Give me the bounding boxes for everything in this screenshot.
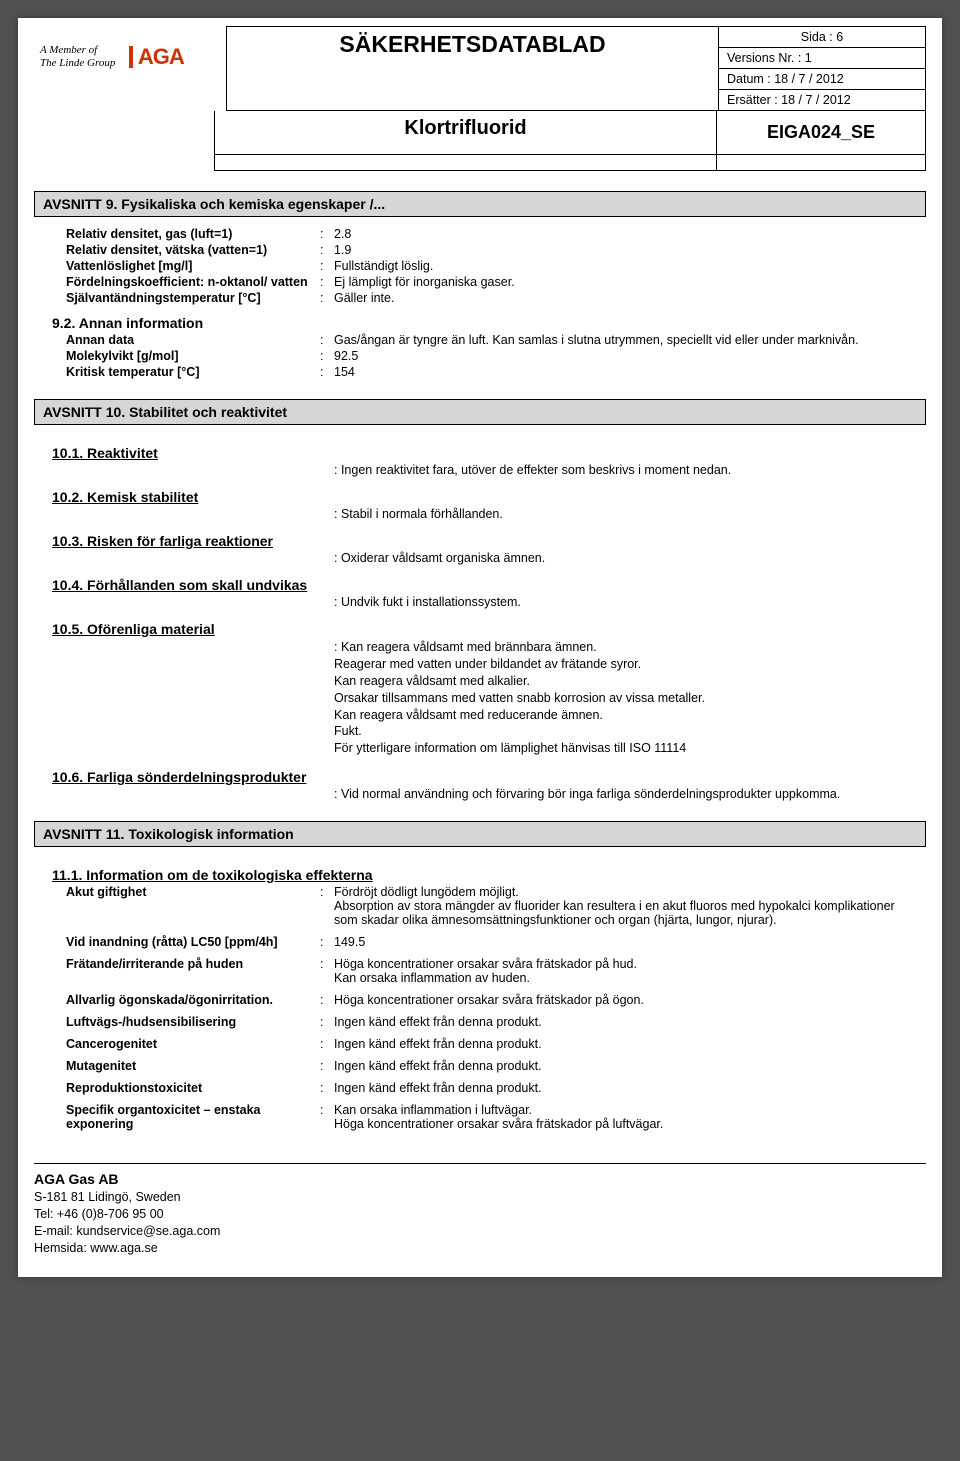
subsection-10-1: 10.1. Reaktivitet	[52, 445, 902, 461]
prop-row: Fördelningskoefficient: n-oktanol/ vatte…	[66, 275, 902, 289]
tox-row: Cancerogenitet:Ingen känd effekt från de…	[66, 1037, 902, 1051]
page-number: Sida : 6	[718, 26, 926, 48]
prop-row: Molekylvikt [g/mol]:92.5	[66, 349, 902, 363]
logo-block: A Member of The Linde Group AGA	[34, 26, 226, 111]
subsection-10-5: 10.5. Oförenliga material	[52, 621, 902, 637]
value-10-4: Undvik fukt i installationssystem.	[334, 595, 902, 609]
logo-mark: AGA	[129, 44, 184, 70]
tox-row: Vid inandning (råtta) LC50 [ppm/4h]:149.…	[66, 935, 902, 949]
page-footer: AGA Gas AB S-181 81 Lidingö, Sweden Tel:…	[34, 1163, 926, 1256]
subsection-10-2: 10.2. Kemisk stabilitet	[52, 489, 902, 505]
doc-code: EIGA024_SE	[716, 111, 926, 155]
prop-row: Relativ densitet, vätska (vatten=1):1.9	[66, 243, 902, 257]
section-11-bar: AVSNITT 11. Toxikologisk information	[34, 821, 926, 847]
value-10-2: Stabil i normala förhållanden.	[334, 507, 902, 521]
tox-row: Allvarlig ögonskada/ögonirritation.:Höga…	[66, 993, 902, 1007]
prop-row: Självantändningstemperatur [°C]:Gäller i…	[66, 291, 902, 305]
prop-row: Relativ densitet, gas (luft=1):2.8	[66, 227, 902, 241]
footer-tel: Tel: +46 (0)8-706 95 00	[34, 1206, 926, 1223]
value-10-3: Oxiderar våldsamt organiska ämnen.	[334, 551, 902, 565]
replaces-line: Ersätter : 18 / 7 / 2012	[718, 90, 926, 111]
subsection-11-1: 11.1. Information om de toxikologiska ef…	[52, 867, 902, 883]
logo-tagline-1: A Member of	[40, 44, 97, 56]
value-10-1: Ingen reaktivitet fara, utöver de effekt…	[334, 463, 902, 477]
subsection-10-6: 10.6. Farliga sönderdelningsprodukter	[52, 769, 902, 785]
prop-row: Annan data:Gas/ångan är tyngre än luft. …	[66, 333, 902, 347]
subsection-10-3: 10.3. Risken för farliga reaktioner	[52, 533, 902, 549]
section-9-bar: AVSNITT 9. Fysikaliska och kemiska egens…	[34, 191, 926, 217]
footer-web: Hemsida: www.aga.se	[34, 1240, 926, 1257]
subsection-9-2: 9.2. Annan information	[52, 315, 902, 331]
substance-name: Klortrifluorid	[214, 111, 716, 155]
footer-email: E-mail: kundservice@se.aga.com	[34, 1223, 926, 1240]
tox-row: Luftvägs-/hudsensibilisering:Ingen känd …	[66, 1015, 902, 1029]
section-10-bar: AVSNITT 10. Stabilitet och reaktivitet	[34, 399, 926, 425]
tox-row: Akut giftighet:Fördröjt dödligt lungödem…	[66, 885, 902, 927]
date-line: Datum : 18 / 7 / 2012	[718, 69, 926, 90]
logo-tagline-2: The Linde Group	[40, 57, 115, 69]
version-number: Versions Nr. : 1	[718, 48, 926, 69]
subsection-10-4: 10.4. Förhållanden som skall undvikas	[52, 577, 902, 593]
value-10-5: : Kan reagera våldsamt med brännbara ämn…	[334, 639, 902, 757]
footer-company: AGA Gas AB	[34, 1170, 926, 1189]
footer-address: S-181 81 Lidingö, Sweden	[34, 1189, 926, 1206]
prop-row: Kritisk temperatur [°C]:154	[66, 365, 902, 379]
tox-row: Reproduktionstoxicitet:Ingen känd effekt…	[66, 1081, 902, 1095]
prop-row: Vattenlöslighet [mg/l]:Fullständigt lösl…	[66, 259, 902, 273]
tox-row: Mutagenitet:Ingen känd effekt från denna…	[66, 1059, 902, 1073]
value-10-6: Vid normal användning och förvaring bör …	[334, 787, 902, 801]
tox-row: Specifik organtoxicitet – enstaka expone…	[66, 1103, 902, 1131]
tox-row: Frätande/irriterande på huden:Höga konce…	[66, 957, 902, 985]
doc-title: SÄKERHETSDATABLAD	[226, 26, 718, 111]
